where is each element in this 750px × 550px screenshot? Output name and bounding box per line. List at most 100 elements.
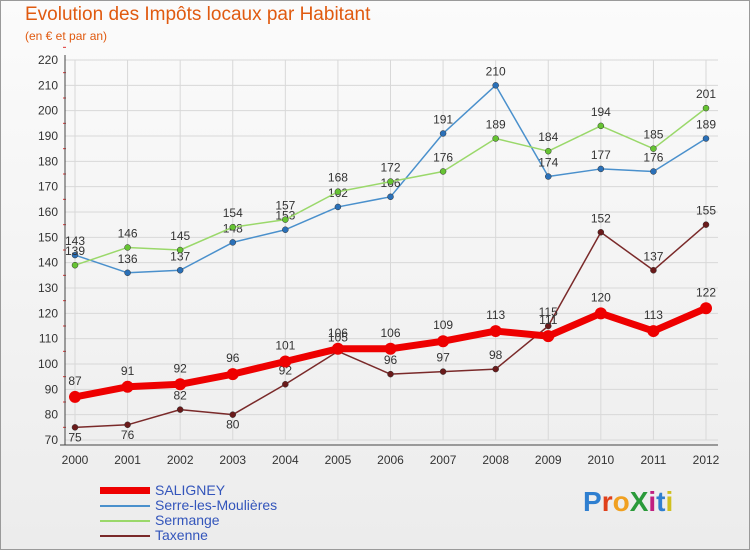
data-label: 82 <box>173 389 187 403</box>
data-label: 115 <box>539 305 558 319</box>
data-point <box>387 370 394 378</box>
data-point <box>439 368 447 375</box>
data-label: 106 <box>380 326 400 340</box>
data-label: 177 <box>591 148 611 162</box>
data-label: 76 <box>121 428 135 442</box>
y-tick-label: 180 <box>38 154 58 168</box>
legend-label-saligney: SALIGNEY <box>155 482 226 498</box>
y-tick-label: 80 <box>45 408 59 422</box>
data-label: 154 <box>223 206 243 220</box>
data-point <box>597 165 605 173</box>
data-label: 189 <box>486 118 506 132</box>
data-point <box>384 342 397 355</box>
data-point <box>282 226 289 233</box>
logo-letter: o <box>612 486 630 517</box>
x-tick-label: 2011 <box>641 453 667 467</box>
data-point <box>69 390 81 403</box>
data-point <box>702 135 710 142</box>
legend-label-taxenne: Taxenne <box>155 527 208 543</box>
data-point <box>121 380 134 393</box>
x-tick-label: 2012 <box>693 453 720 467</box>
legend-swatch-serre-les-moulieres <box>100 505 150 507</box>
data-label: 111 <box>539 313 558 327</box>
y-tick-label: 220 <box>38 53 58 67</box>
data-point <box>71 261 79 269</box>
y-tick-label: 150 <box>38 230 58 244</box>
data-label: 176 <box>643 150 663 164</box>
data-point <box>594 307 607 320</box>
legend-label-serre-les-moulieres: Serre-les-Moulières <box>155 497 278 513</box>
data-point <box>71 251 79 259</box>
data-label: 194 <box>591 105 611 119</box>
data-point <box>279 355 292 368</box>
data-point <box>542 330 555 343</box>
chart-subtitle: (en € et par an) <box>25 29 108 43</box>
data-point <box>489 325 502 338</box>
data-label: 92 <box>173 361 187 375</box>
data-point <box>650 168 657 175</box>
data-label: 105 <box>328 330 348 344</box>
data-label: 185 <box>643 128 663 142</box>
data-label: 98 <box>489 348 503 362</box>
y-tick-label: 100 <box>38 357 58 371</box>
data-label: 113 <box>644 308 663 322</box>
data-point <box>492 135 499 142</box>
x-tick-label: 2006 <box>377 453 404 467</box>
y-tick-label: 130 <box>38 281 58 295</box>
data-label: 184 <box>538 130 558 144</box>
data-label: 91 <box>121 364 135 378</box>
x-tick-label: 2000 <box>62 453 89 467</box>
x-tick-label: 2004 <box>272 453 299 467</box>
y-tick-label: 140 <box>38 256 58 270</box>
data-point <box>545 173 552 180</box>
x-tick-label: 2005 <box>325 453 352 467</box>
data-point <box>437 335 450 348</box>
data-label: 201 <box>696 87 716 101</box>
data-point <box>71 424 79 431</box>
legend-swatch-sermange <box>100 520 150 522</box>
data-point <box>702 221 710 228</box>
logo-letter: P <box>583 486 602 517</box>
data-label: 113 <box>486 308 505 322</box>
x-tick-label: 2002 <box>167 453 194 467</box>
data-label: 136 <box>118 252 138 266</box>
data-point <box>334 188 342 195</box>
logo-letter: r <box>601 486 613 517</box>
data-point <box>229 223 236 231</box>
data-label: 101 <box>275 338 295 352</box>
data-point <box>650 267 657 274</box>
y-tick-label: 70 <box>45 433 59 447</box>
legend-swatch-taxenne <box>100 535 150 537</box>
data-label: 174 <box>538 156 558 170</box>
data-label: 122 <box>696 285 716 299</box>
data-point <box>124 269 131 277</box>
data-point <box>174 378 187 391</box>
data-label: 139 <box>65 244 85 258</box>
data-label: 145 <box>170 229 190 243</box>
data-label: 152 <box>591 211 611 225</box>
data-label: 96 <box>384 353 398 367</box>
data-label: 153 <box>275 209 295 223</box>
data-point <box>282 381 289 388</box>
data-label: 146 <box>118 226 138 240</box>
legend-label-sermange: Sermange <box>155 512 220 528</box>
data-point <box>282 216 289 223</box>
data-label: 80 <box>226 418 240 432</box>
chart-title: Evolution des Impôts locaux par Habitant <box>25 4 371 25</box>
y-tick-label: 210 <box>38 78 58 92</box>
data-label: 172 <box>380 161 400 175</box>
logo-letter: t <box>656 486 666 517</box>
x-tick-label: 2001 <box>114 453 141 467</box>
data-point <box>545 147 552 155</box>
data-label: 87 <box>68 374 82 388</box>
data-point <box>124 244 131 251</box>
legend-swatch-saligney <box>100 487 150 494</box>
data-label: 97 <box>436 351 450 365</box>
data-label: 137 <box>170 249 190 263</box>
data-label: 120 <box>591 290 611 304</box>
y-tick-label: 160 <box>38 205 58 219</box>
data-label: 155 <box>696 204 716 218</box>
data-point <box>387 193 394 201</box>
data-point <box>492 82 499 89</box>
